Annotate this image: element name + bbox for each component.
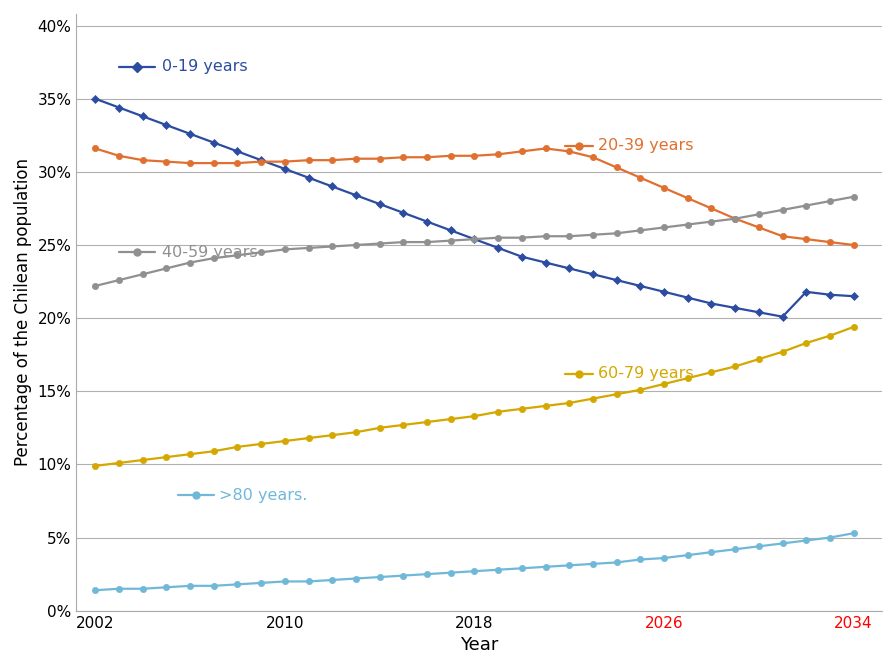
Y-axis label: Percentage of the Chilean population: Percentage of the Chilean population (14, 158, 32, 466)
Text: >80 years.: >80 years. (219, 488, 307, 502)
Text: 20-39 years: 20-39 years (598, 138, 694, 153)
Text: 0-19 years: 0-19 years (161, 59, 247, 74)
X-axis label: Year: Year (460, 636, 498, 654)
Text: 40-59 years: 40-59 years (161, 244, 257, 260)
Text: 60-79 years: 60-79 years (598, 366, 694, 381)
